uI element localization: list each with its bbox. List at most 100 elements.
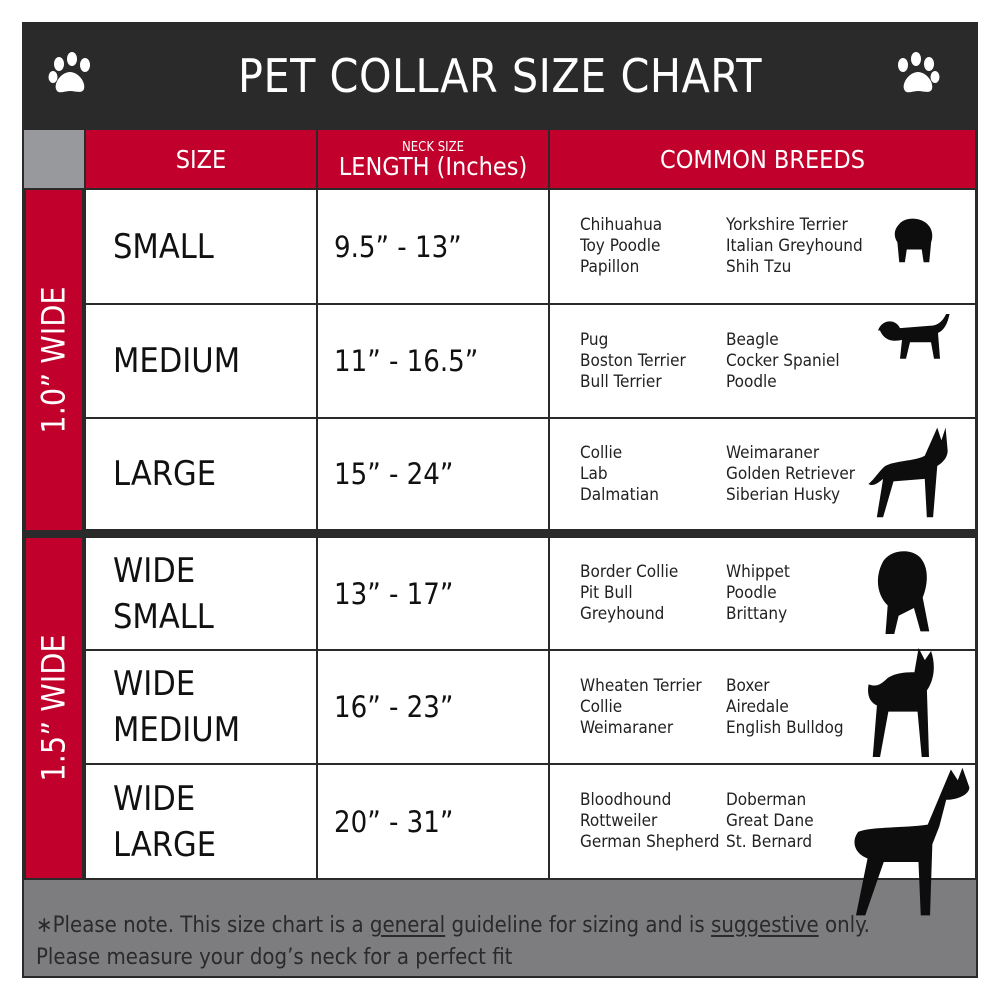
breed-name: Wheaten Terrier [580,675,702,696]
breed-name: Cocker Spaniel [726,350,840,371]
size-name-line: MEDIUM [113,710,241,750]
breeds-column-1: Pug Boston Terrier Bull Terrier [580,330,686,393]
length-value: 13” - 17” [334,576,454,611]
size-cell: LARGE [86,419,316,529]
breed-name: Border Collie [580,562,679,582]
breeds-cell: Pug Boston Terrier Bull Terrier Beagle Cock… [550,305,975,417]
breed-name: Greyhound [580,604,665,624]
breed-name: Brittany [726,604,788,624]
header-corner [24,130,84,188]
breed-name: Collie [580,442,623,463]
breeds-column-2: Yorkshire Terrier Italian Greyhound Shih T… [726,215,863,278]
breeds-column-2: Whippet Poodle Brittany [726,562,790,625]
size-cell: WIDE MEDIUM [86,651,316,763]
size-cell: WIDE SMALL [86,538,316,649]
size-name-line: WIDE [113,778,196,819]
breed-name: Poodle [726,583,777,603]
breed-name: Beagle [726,329,779,350]
size-cell: MEDIUM [86,305,316,417]
length-value: 16” - 23” [334,690,454,724]
size-cell: SMALL [86,190,316,303]
size-name-line: LARGE [113,454,217,494]
footer-note: ∗Please note. This size chart is a gener… [24,880,976,976]
breed-name: Airedale [726,696,789,717]
breeds-column-1: Collie Lab Dalmatian [580,443,659,506]
length-cell: 13” - 17” [318,538,548,649]
page-title: PET COLLAR SIZE CHART [24,24,976,128]
group-label-1in: 1.0” WIDE [26,190,82,530]
size-name-line: WIDE [113,664,196,704]
footer-text: only. [818,913,870,938]
footer-text: guideline for sizing and is [445,913,712,938]
group-label-1-5in: 1.5” WIDE [26,538,82,878]
size-name-line: MEDIUM [113,341,241,381]
breed-name: Bloodhound [580,790,672,810]
breed-name: Poodle [726,371,777,392]
header-size-label: SIZE [175,144,227,174]
size-name-line: LARGE [113,824,217,865]
header-size: SIZE [86,130,316,188]
breed-name: Lab [580,463,608,484]
length-cell: 11” - 16.5” [318,305,548,417]
header-breeds-label: COMMON BREEDS [660,144,865,174]
pitbull-icon [868,648,934,757]
length-value: 15” - 24” [334,457,454,491]
breed-name: Weimaraner [580,717,674,738]
length-cell: 20” - 31” [318,765,548,878]
breed-name: Pit Bull [580,583,633,603]
length-cell: 9.5” - 13” [318,190,548,303]
size-name-line: SMALL [113,226,214,267]
breed-name: Boston Terrier [580,350,686,371]
length-value: 11” - 16.5” [334,344,479,378]
length-cell: 16” - 23” [318,651,548,763]
breed-name: Whippet [726,562,790,582]
breeds-column-2: Weimaraner Golden Retriever Siberian Husky [726,443,855,506]
group-label-text: 1.5” WIDE [35,634,73,782]
header-length: NECK SIZE LENGTH (Inches) [318,130,548,188]
breed-name: Shih Tzu [726,257,792,277]
size-name-line: WIDE [113,550,196,591]
group-label-text: 1.0” WIDE [35,286,73,434]
footer-line-2: Please measure your dog’s neck for a per… [36,945,513,970]
breed-name: German Shepherd [580,832,720,852]
breed-name: Boxer [726,675,770,696]
doberman-icon [854,767,970,916]
breed-name: Collie [580,696,623,717]
breeds-cell: Chihuahua Toy Poodle Papillon Yorkshire Te… [550,190,975,303]
breed-name: Pug [580,329,609,350]
breeds-column-1: Chihuahua Toy Poodle Papillon [580,215,662,278]
length-value: 9.5” - 13” [334,229,462,264]
breeds-column-2: Doberman Great Dane St. Bernard [726,790,814,853]
breeds-cell: Wheaten Terrier Collie Weimaraner Boxer Air… [550,651,975,763]
size-name-line: SMALL [113,596,214,637]
breeds-column-2: Boxer Airedale English Bulldog [726,676,844,739]
breed-name: Italian Greyhound [726,236,863,256]
footer-underlined: suggestive [711,913,819,938]
header-length-label: LENGTH (Inches) [338,152,528,181]
breed-name: Siberian Husky [726,484,841,505]
footer-line-1: ∗Please note. This size chart is a gener… [36,910,976,942]
breed-name: Great Dane [726,811,814,831]
paw-icon [898,52,940,93]
breeds-column-1: Bloodhound Rottweiler German Shepherd [580,790,719,853]
breed-name: Doberman [726,790,807,810]
breed-name: Toy Poodle [580,236,661,256]
large-dog-icon [868,427,948,518]
breeds-column-1: Wheaten Terrier Collie Weimaraner [580,676,702,739]
breed-name: Weimaraner [726,442,820,463]
breed-name: St. Bernard [726,832,813,852]
breed-name: Bull Terrier [580,371,662,392]
breed-name: English Bulldog [726,717,844,738]
medium-dog-icon [878,314,950,359]
bulldog-icon [877,551,930,634]
paw-icon [48,52,90,93]
breed-name: Rottweiler [580,811,658,831]
length-cell: 15” - 24” [318,419,548,529]
breeds-column-1: Border Collie Pit Bull Greyhound [580,562,678,625]
footer-underlined: general [369,913,446,938]
footer-text: ∗Please note. This size chart is a [36,913,370,938]
size-cell: WIDE LARGE [86,765,316,878]
small-dog-icon [894,218,933,263]
breed-name: Chihuahua [580,215,663,235]
length-value: 20” - 31” [334,804,454,839]
